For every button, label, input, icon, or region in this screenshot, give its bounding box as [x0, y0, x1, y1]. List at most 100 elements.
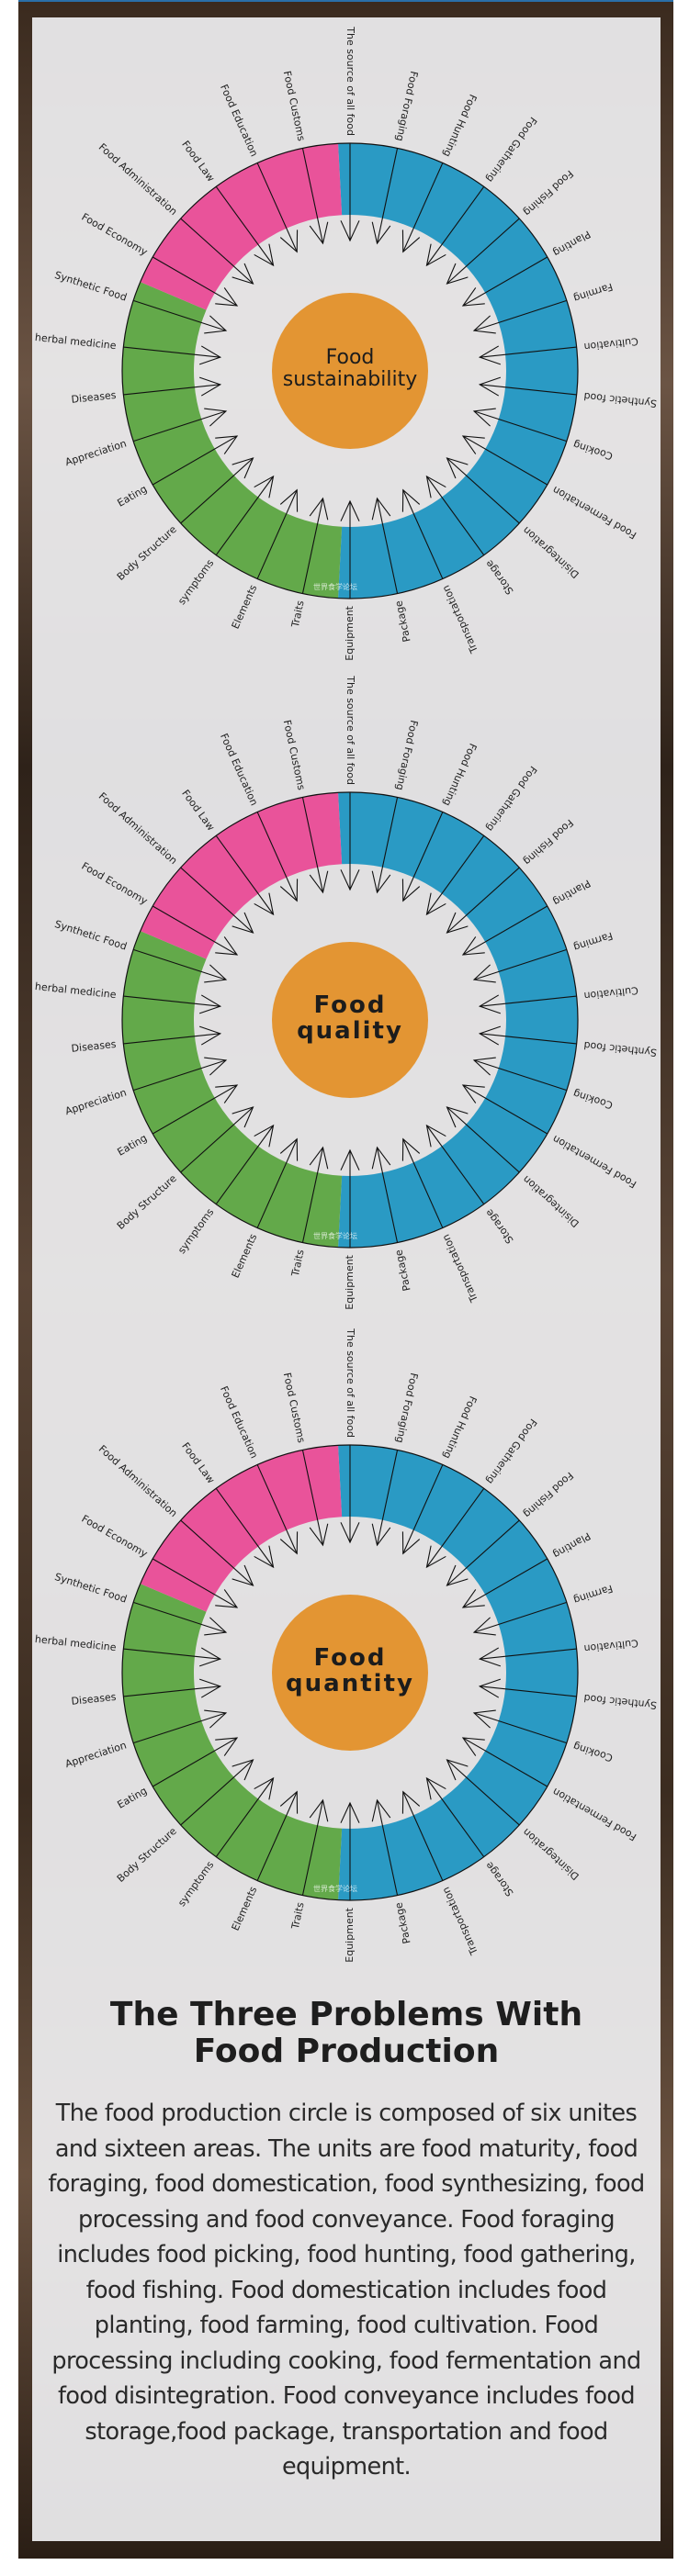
title-line-2: Food Production	[193, 2033, 500, 2070]
spoke-arrow	[446, 867, 520, 934]
arrowhead-icon	[340, 1148, 360, 1170]
spoke-arrow	[123, 995, 220, 1007]
spoke-label: Body Structure	[115, 1825, 179, 1885]
arrowhead-icon	[279, 1531, 299, 1555]
spoke-label: Body Structure	[115, 1172, 179, 1232]
arrowhead-icon	[215, 1084, 239, 1103]
spoke-label: Cooking	[571, 438, 614, 462]
spoke-arrow	[123, 1033, 220, 1045]
spoke-arrow	[473, 1059, 568, 1092]
spoke-label: Storage	[483, 1859, 516, 1898]
arrowhead-icon	[215, 287, 239, 307]
arrowhead-icon	[478, 1025, 502, 1046]
arrowhead-icon	[478, 1647, 502, 1667]
spoke-label: Food Gathering	[484, 1417, 539, 1486]
spoke-arrow	[480, 1033, 577, 1045]
wheel-quality: The source of all food Food Foraging Food …	[34, 675, 658, 1309]
spoke-arrow	[462, 1084, 548, 1135]
spoke-arrow	[402, 489, 444, 579]
spoke-arrow	[132, 1601, 227, 1633]
spoke-label: Eating	[115, 483, 149, 510]
spoke-label: Elements	[230, 1232, 260, 1280]
spoke-arrow	[256, 812, 298, 902]
spoke-arrow	[256, 1464, 298, 1554]
arrowhead-icon	[309, 1523, 329, 1547]
watermark-logo: 世界食学论坛	[313, 1884, 357, 1893]
arrowhead-icon	[461, 435, 485, 454]
spoke-arrow	[180, 1759, 254, 1826]
arrowhead-icon	[446, 457, 469, 479]
spoke-label: Equipment	[344, 1907, 356, 1962]
arrowhead-icon	[198, 1678, 222, 1698]
spoke-arrow	[426, 835, 485, 915]
spoke-arrow	[376, 797, 399, 893]
arrowhead-icon	[472, 1709, 496, 1729]
spoke-arrow	[180, 867, 254, 934]
arrowhead-icon	[446, 263, 469, 285]
arrowhead-icon	[446, 1106, 469, 1128]
spoke-label: Food Education	[218, 1384, 260, 1461]
spoke-label: Food Law	[179, 139, 217, 185]
segment-pink	[140, 143, 343, 310]
center-circle	[272, 1595, 428, 1751]
center-label-line1: Food	[313, 1644, 386, 1672]
spoke-arrow	[301, 1799, 324, 1896]
arrowhead-icon	[340, 220, 360, 242]
center-circle	[272, 942, 428, 1098]
segment-green	[121, 282, 343, 599]
spoke-label: Elements	[230, 583, 260, 631]
spoke-arrow	[132, 299, 227, 331]
spoke-arrow	[446, 457, 520, 524]
arrowhead-icon	[254, 1776, 275, 1800]
watermark-logo: 世界食学论坛	[313, 1231, 357, 1240]
spoke-arrow	[462, 256, 548, 307]
spoke-label: Food Foraging	[393, 719, 420, 791]
arrowhead-icon	[371, 1798, 391, 1822]
arrowhead-icon	[232, 1106, 254, 1128]
segment-pink	[140, 792, 343, 959]
spoke-arrow	[376, 148, 399, 244]
spoke-label: The source of all food	[344, 1327, 356, 1438]
spoke-arrow	[446, 1106, 520, 1173]
arrowhead-icon	[425, 243, 446, 267]
arrowhead-icon	[309, 1146, 329, 1170]
spoke-arrow	[132, 410, 227, 442]
arrowhead-icon	[204, 1709, 228, 1729]
center-label-line2: quantity	[286, 1670, 414, 1697]
spoke-arrow	[215, 1125, 274, 1204]
arrowhead-icon	[371, 870, 391, 894]
arrowhead-icon	[198, 345, 222, 365]
watermark-logo: 世界食学论坛	[313, 582, 357, 591]
spoke-label: Farming	[572, 1583, 615, 1607]
arrowhead-icon	[371, 1523, 391, 1547]
arrowhead-icon	[215, 1589, 239, 1608]
spoke-arrow	[301, 1147, 324, 1243]
spoke-label: Planting	[551, 877, 593, 908]
spoke-label: symptoms	[175, 1206, 216, 1256]
arrowhead-icon	[215, 936, 239, 956]
spoke-label: Food Economy	[80, 860, 151, 908]
arrowhead-icon	[198, 1647, 222, 1667]
spoke-label: Food Customs	[281, 719, 308, 791]
spoke-label: symptoms	[175, 557, 216, 607]
arrowhead-icon	[254, 243, 275, 267]
spoke-arrow	[462, 435, 548, 486]
arrowhead-icon	[472, 964, 496, 983]
center-label-line2: quality	[297, 1017, 403, 1045]
spoke-label: Synthetic food	[583, 1039, 658, 1058]
spoke-label: Traits	[289, 1901, 307, 1932]
spoke-label: herbal medicine	[34, 331, 117, 352]
wheel-sustainability: The source of all food Food Foraging Food …	[34, 26, 657, 660]
spoke-label: Synthetic food	[583, 1692, 658, 1711]
spoke-arrow	[426, 1125, 485, 1204]
spoke-arrow	[215, 186, 274, 266]
spoke-arrow	[132, 1059, 227, 1092]
spoke-arrow	[256, 1138, 298, 1228]
spoke-label: The source of all food	[344, 675, 356, 785]
arrowhead-icon	[472, 1617, 496, 1636]
arrowhead-icon	[478, 994, 502, 1014]
spoke-arrow	[473, 948, 568, 980]
spoke-arrow	[301, 148, 324, 244]
spoke-label: Synthetic Food	[53, 918, 129, 953]
spoke-arrow	[152, 1084, 238, 1135]
